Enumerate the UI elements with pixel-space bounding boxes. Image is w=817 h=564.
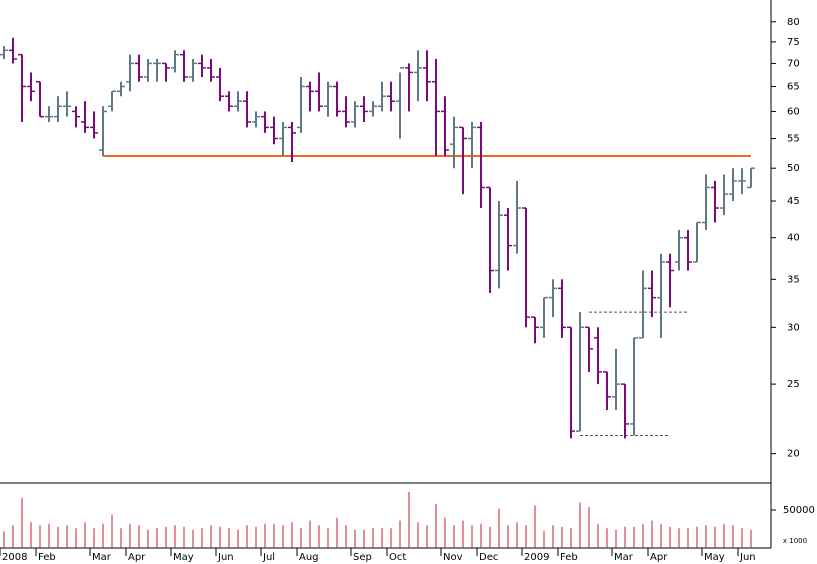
x-tick-label: Dec	[479, 552, 498, 563]
x-tick-label: Apr	[650, 552, 668, 563]
x-tick-label: May	[704, 552, 725, 563]
x-tick-label: May	[173, 552, 194, 563]
x-tick-label: Jul	[262, 552, 275, 563]
y-tick-label: 60	[787, 106, 800, 117]
x-tick-label: Nov	[443, 552, 463, 563]
x-tick-label: 2009	[524, 552, 549, 563]
y-tick-label: 80	[787, 17, 800, 28]
volume-tick-label: 50000	[783, 505, 815, 516]
x-tick-label: Mar	[614, 552, 634, 563]
y-tick-label: 65	[787, 81, 800, 92]
volume-unit: x 1000	[783, 537, 807, 545]
x-tick-label: Feb	[38, 552, 56, 563]
x-tick-label: Jun	[739, 552, 756, 563]
x-tick-label: Jun	[217, 552, 234, 563]
y-tick-label: 55	[787, 134, 800, 145]
x-tick-label: Aug	[299, 552, 319, 563]
y-tick-label: 75	[787, 37, 800, 48]
x-tick-label: Feb	[560, 552, 578, 563]
y-tick-label: 45	[787, 196, 800, 207]
x-tick-label: Apr	[128, 552, 146, 563]
x-tick-label: Sep	[353, 552, 372, 563]
y-tick-label: 40	[787, 233, 800, 244]
x-tick-label: 2008	[2, 552, 27, 563]
y-tick-label: 50	[787, 163, 800, 174]
y-tick-label: 25	[787, 379, 800, 390]
y-tick-label: 30	[787, 322, 800, 333]
y-tick-label: 20	[787, 449, 800, 460]
x-tick-label: Oct	[389, 552, 406, 563]
y-tick-label: 70	[787, 58, 800, 69]
x-tick-label: Mar	[92, 552, 112, 563]
y-tick-label: 35	[787, 274, 800, 285]
